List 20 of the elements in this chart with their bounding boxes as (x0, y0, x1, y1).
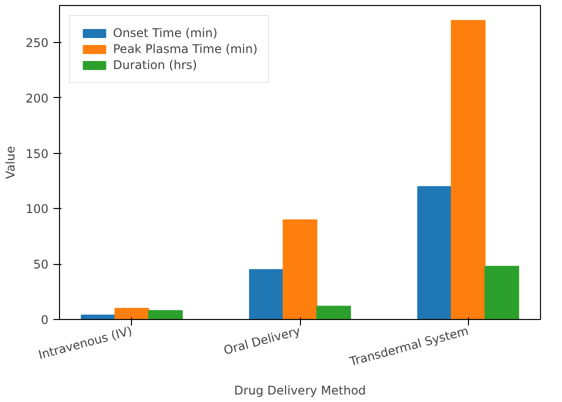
y-tick-label: 200 (26, 91, 48, 106)
x-tick-label: Oral Delivery (222, 324, 302, 358)
bar (417, 186, 452, 320)
bar (484, 266, 520, 320)
bar (316, 306, 351, 320)
bar (249, 269, 284, 320)
y-axis-title: Value (4, 146, 18, 179)
bar (282, 219, 318, 320)
y-tick-label: 0 (40, 313, 49, 327)
y-tick-label: 250 (26, 36, 48, 50)
bar (450, 20, 486, 320)
bar (114, 308, 150, 320)
x-axis-title: Drug Delivery Method (234, 383, 366, 398)
y-tick-label: 100 (26, 202, 48, 216)
legend-label: Peak Plasma Time (min) (113, 42, 258, 56)
y-tick-label: 50 (33, 258, 49, 272)
y-tick-label: 150 (26, 146, 48, 161)
bar (148, 310, 183, 320)
legend-label: Duration (hrs) (113, 58, 198, 72)
legend-label: Onset Time (min) (113, 26, 218, 40)
